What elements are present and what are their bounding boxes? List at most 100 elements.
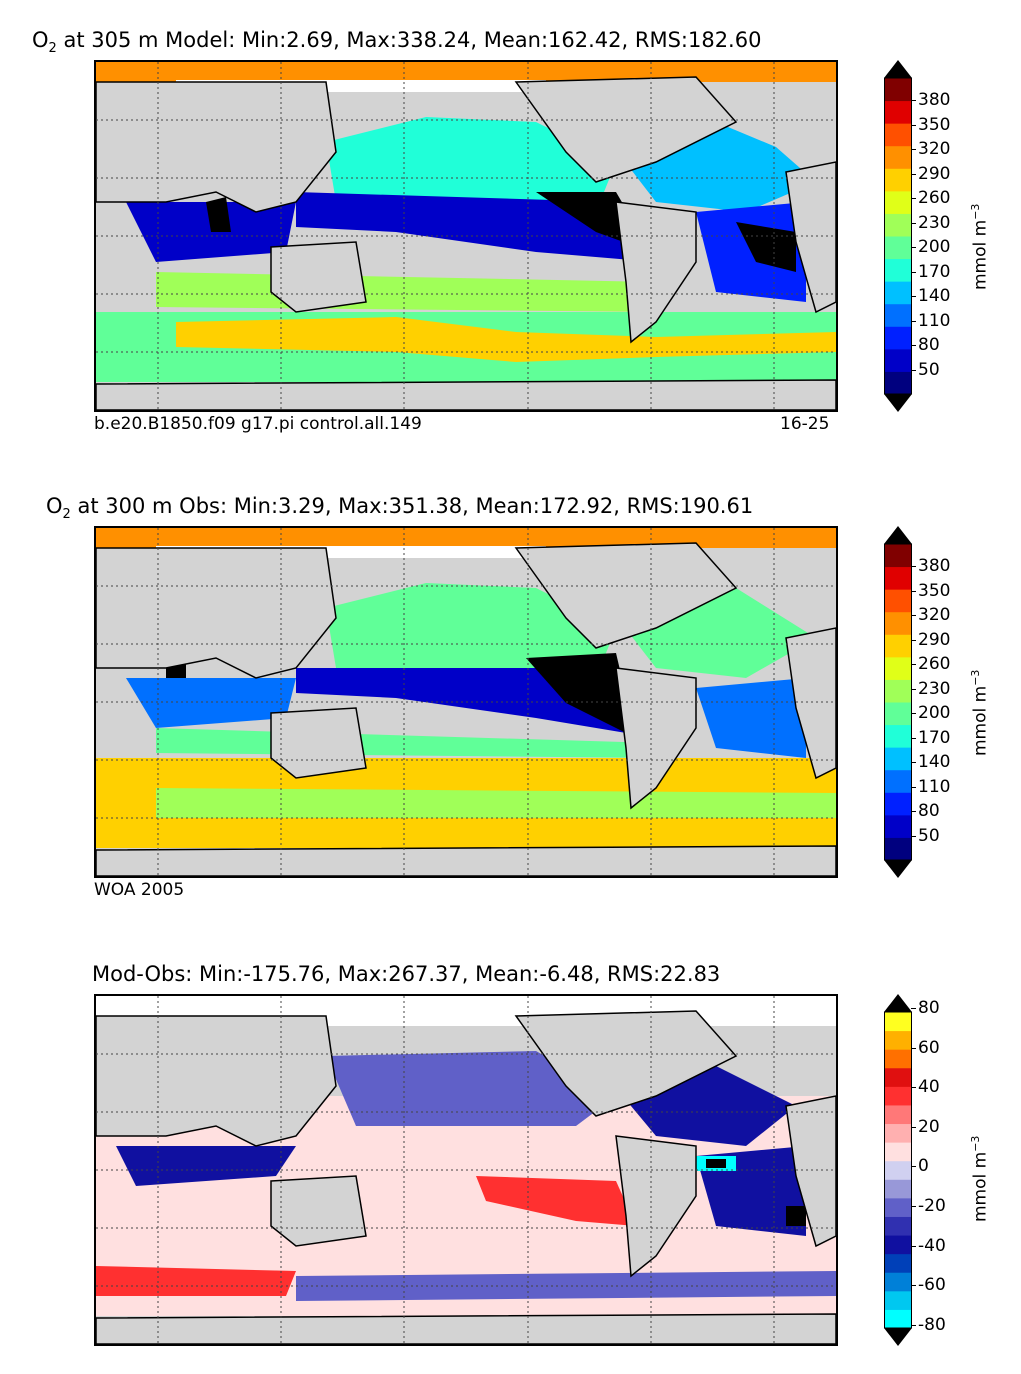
colorbar-segment xyxy=(884,837,912,861)
colorbar-tick-label: 140 xyxy=(910,286,951,306)
colorbar-cap-bottom xyxy=(884,860,912,878)
land-americas-south xyxy=(615,201,697,344)
unit-text: mmol m xyxy=(970,685,991,756)
diff-pos-south-indian xyxy=(96,1266,296,1296)
diff-neg-north-pacific xyxy=(326,1051,616,1126)
land-antarctica xyxy=(96,379,836,410)
colorbar-segment xyxy=(884,1123,912,1143)
colorbar-tick-label: 200 xyxy=(910,703,951,723)
land-asia xyxy=(96,547,337,679)
obs-map xyxy=(94,526,838,878)
colorbar-tick-label: 80 xyxy=(911,801,940,821)
diff-neg-indian xyxy=(116,1146,296,1186)
colorbar-tick-label: 170 xyxy=(910,727,951,748)
colorbar-tick-label: 40 xyxy=(911,1077,940,1098)
colorbar-segment xyxy=(884,1216,912,1236)
land-americas-south xyxy=(615,667,697,810)
unit-text: mmol m xyxy=(970,219,991,290)
title-o: O xyxy=(32,28,49,52)
colorbar-segment xyxy=(884,303,912,327)
panel1-foot-left: b.e20.B1850.f09 g17.pi control.all.149 xyxy=(94,414,422,434)
land-asia xyxy=(96,81,337,213)
colorbar-tick-label: 350 xyxy=(910,580,951,601)
colorbar-segment xyxy=(884,281,912,305)
land-americas-north xyxy=(514,76,738,183)
land-africa xyxy=(785,1095,836,1248)
colorbar-segment xyxy=(884,100,912,124)
colorbar-tick-label: 290 xyxy=(910,629,951,650)
model-map xyxy=(94,60,838,412)
unit-text: mmol m xyxy=(970,1151,991,1222)
colorbar-tick-label: 80 xyxy=(911,998,940,1018)
ocean-omz-atlantic xyxy=(736,222,796,272)
ocean-pacific-north xyxy=(326,117,616,212)
colorbar-tick-label: -80 xyxy=(911,1314,946,1335)
colorbar-segment xyxy=(884,747,912,771)
colorbar-tick-label: 200 xyxy=(910,237,951,257)
colorbar-tick-label: 110 xyxy=(910,310,951,331)
colorbar-cap-bottom xyxy=(884,394,912,412)
title-rest: at 300 m Obs: Min:3.29, Max:351.38, Mean… xyxy=(77,494,754,518)
colorbar-segment xyxy=(884,190,912,214)
colorbar-tick-label: 140 xyxy=(910,752,951,772)
colorbar-segment xyxy=(884,1030,912,1050)
land-africa xyxy=(785,161,836,314)
ocean-omz-indian xyxy=(206,197,231,232)
title-o: O xyxy=(46,494,63,518)
colorbar-segment xyxy=(884,679,912,703)
colorbar-segment xyxy=(884,1197,912,1217)
title-sub: 2 xyxy=(62,507,71,522)
panel1-unit: mmol m−3 xyxy=(969,203,991,290)
colorbar-cap-bottom xyxy=(884,1328,912,1346)
land-australia xyxy=(270,241,367,313)
colorbar-cap-top xyxy=(884,60,912,78)
panel2-title: O2 at 300 m Obs: Min:3.29, Max:351.38, M… xyxy=(46,494,754,522)
colorbar-segment xyxy=(884,78,912,102)
colorbar-segment xyxy=(884,814,912,838)
colorbar-tick-label: 170 xyxy=(910,261,951,282)
land-americas-north xyxy=(514,542,738,649)
colorbar-segment xyxy=(884,702,912,726)
ocean-south-yellow xyxy=(176,317,836,362)
colorbar-tick-label: 350 xyxy=(910,114,951,135)
panel1-colorbar xyxy=(884,60,912,412)
ocean-indian xyxy=(126,678,296,728)
title-rest: at 305 m Model: Min:2.69, Max:338.24, Me… xyxy=(63,28,762,52)
colorbar-tick-label: 380 xyxy=(910,556,951,576)
colorbar-tick-label: 320 xyxy=(910,605,951,625)
colorbar-border xyxy=(884,1011,912,1329)
colorbar-tick-label: 20 xyxy=(911,1116,940,1137)
colorbar-tick-label: -20 xyxy=(911,1196,946,1216)
colorbar-tick-label: 110 xyxy=(910,776,951,797)
colorbar-tick-label: 50 xyxy=(911,825,940,846)
colorbar-cap-top xyxy=(884,526,912,544)
panel3-unit: mmol m−3 xyxy=(969,1135,991,1222)
colorbar-tick-label: -40 xyxy=(911,1235,946,1256)
colorbar-segment xyxy=(884,1179,912,1199)
ocean-south-green xyxy=(156,788,836,818)
colorbar-segment xyxy=(884,656,912,680)
colorbar-border xyxy=(884,77,912,395)
colorbar-segment xyxy=(884,1290,912,1310)
unit-exp: −3 xyxy=(969,203,982,220)
panel2-colorbar xyxy=(884,526,912,878)
colorbar-segment xyxy=(884,236,912,260)
panel1-foot-right: 16-25 xyxy=(780,414,830,434)
land-africa xyxy=(785,627,836,780)
land-australia xyxy=(270,707,367,779)
unit-exp: −3 xyxy=(969,669,982,686)
unit-exp: −3 xyxy=(969,1135,982,1152)
colorbar-tick-label: 260 xyxy=(910,188,951,208)
colorbar-segment xyxy=(884,724,912,748)
diff-black-1 xyxy=(706,1159,726,1168)
ocean-omz-pacific xyxy=(526,653,636,738)
colorbar-tick-label: 0 xyxy=(911,1156,929,1177)
panel2-foot-left: WOA 2005 xyxy=(94,880,185,900)
colorbar-segment xyxy=(884,371,912,395)
panel3-colorbar xyxy=(884,994,912,1346)
colorbar-tick-label: 50 xyxy=(911,359,940,380)
colorbar-segment xyxy=(884,589,912,613)
land-americas-north xyxy=(514,1010,738,1117)
colorbar-segment xyxy=(884,1049,912,1069)
title-sub: 2 xyxy=(48,41,57,56)
